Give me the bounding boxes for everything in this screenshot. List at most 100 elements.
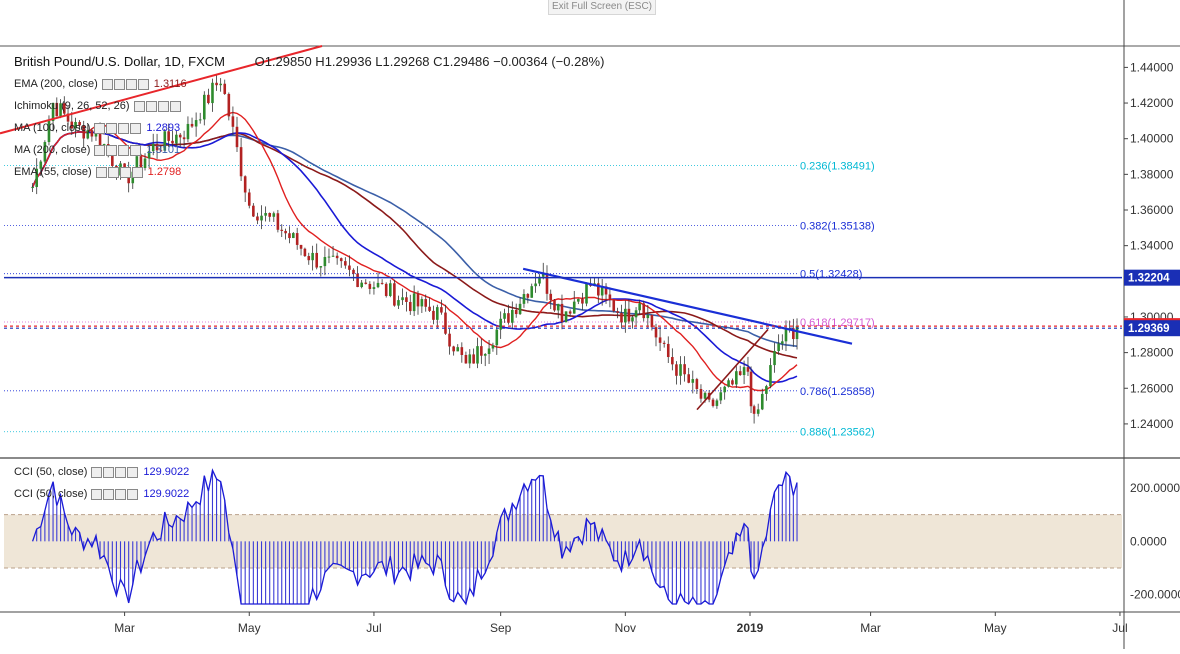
candle-body	[292, 233, 295, 239]
indicator-name: Ichimoku (9, 26, 52, 26)	[14, 100, 130, 112]
plus-icon[interactable]	[118, 122, 130, 134]
eye-icon[interactable]	[91, 466, 103, 478]
candle-body	[781, 341, 784, 344]
candle-body	[687, 374, 690, 383]
cci-line	[31, 468, 798, 606]
exit-fullscreen-button[interactable]: Exit Full Screen (ESC)	[548, 0, 656, 15]
eye-icon[interactable]	[101, 78, 113, 90]
plus-icon[interactable]	[115, 466, 127, 478]
price-tick-label: 1.42000	[1130, 96, 1174, 110]
candle-body	[139, 156, 143, 169]
candle-body	[495, 329, 499, 346]
candle-body	[307, 256, 311, 261]
time-tick-label: Jul	[1112, 621, 1127, 635]
plus-icon[interactable]	[125, 78, 137, 90]
candle-body	[62, 103, 66, 114]
indicator-controls[interactable]	[94, 122, 142, 134]
candle-body	[483, 353, 487, 356]
candle-body	[339, 258, 343, 262]
candle-body	[135, 156, 139, 172]
oscillator-controls[interactable]	[91, 466, 139, 478]
eye-icon[interactable]	[94, 122, 106, 134]
gear-icon[interactable]	[145, 100, 157, 112]
candle-body	[143, 158, 147, 169]
close-icon[interactable]	[130, 144, 142, 156]
candle-body	[303, 248, 307, 257]
candle-body	[679, 364, 682, 376]
indicator-controls[interactable]	[94, 144, 142, 156]
candle-body	[171, 140, 174, 144]
candle-body	[671, 357, 674, 365]
indicator-legend-item[interactable]: MA (100, close) 1.2893	[14, 122, 180, 134]
candle-body	[323, 257, 327, 267]
close-icon[interactable]	[127, 488, 139, 500]
candle-body	[288, 233, 291, 239]
indicator-name: MA (100, close)	[14, 122, 91, 134]
eye-icon[interactable]	[133, 100, 145, 112]
candle-body	[514, 309, 518, 315]
close-icon[interactable]	[169, 100, 181, 112]
candle-body	[792, 328, 795, 340]
candle-body	[344, 261, 347, 266]
indicator-legend-item[interactable]: EMA (200, close) 1.3116	[14, 78, 187, 90]
close-icon[interactable]	[131, 166, 143, 178]
gear-icon[interactable]	[113, 78, 125, 90]
indicator-controls[interactable]	[101, 78, 150, 90]
plus-icon[interactable]	[119, 166, 131, 178]
close-icon[interactable]	[127, 466, 139, 478]
eye-icon[interactable]	[94, 144, 106, 156]
gear-icon[interactable]	[103, 466, 115, 478]
gear-icon[interactable]	[106, 144, 118, 156]
candle-body	[642, 303, 646, 319]
plus-icon[interactable]	[157, 100, 169, 112]
candle-body	[412, 293, 416, 312]
candle-body	[752, 406, 756, 414]
candle-body	[82, 125, 86, 139]
oscillator-legend-item[interactable]: CCI (50, close) 129.9022	[14, 466, 189, 478]
fib-label: 0.786(1.25858)	[800, 386, 875, 398]
ma200-line	[31, 130, 798, 347]
plus-icon[interactable]	[115, 488, 127, 500]
fib-label: 0.382(1.35138)	[800, 220, 875, 232]
plus-icon[interactable]	[118, 144, 130, 156]
candle-body	[612, 299, 616, 312]
candle-body	[123, 163, 126, 170]
fib-label: 0.886(1.23562)	[800, 427, 875, 439]
candle-body	[600, 286, 604, 296]
indicator-legend-item[interactable]: MA (200, close) 1.3101	[14, 144, 180, 156]
candle-body	[239, 147, 243, 177]
indicator-legend-item[interactable]: Ichimoku (9, 26, 52, 26)	[14, 100, 186, 112]
candle-body	[499, 318, 502, 330]
gear-icon[interactable]	[107, 166, 119, 178]
close-icon[interactable]	[137, 78, 149, 90]
gear-icon[interactable]	[103, 488, 115, 500]
time-tick-label: Mar	[860, 621, 881, 635]
fib-label: 0.5(1.32428)	[800, 269, 862, 281]
oscillator-controls[interactable]	[91, 488, 139, 500]
candle-body	[393, 283, 396, 306]
candle-body	[47, 121, 51, 143]
price-tag-label: 1.32204	[1128, 273, 1170, 285]
candle-body	[235, 126, 239, 148]
eye-icon[interactable]	[91, 488, 103, 500]
gear-icon[interactable]	[106, 122, 118, 134]
osc-tick-label: -200.0000	[1130, 588, 1180, 602]
candle-body	[405, 297, 408, 302]
indicator-legend-item[interactable]: EMA (55, close) 1.2798	[14, 166, 181, 178]
candle-body	[572, 301, 576, 314]
candle-body	[511, 309, 514, 323]
candle-body	[518, 303, 522, 315]
eye-icon[interactable]	[95, 166, 107, 178]
close-icon[interactable]	[130, 122, 142, 134]
candle-body	[646, 314, 650, 319]
candle-body	[658, 337, 662, 343]
candle-body	[163, 131, 167, 151]
candle-body	[315, 252, 319, 268]
indicator-controls[interactable]	[133, 100, 182, 112]
oscillator-legend-item[interactable]: CCI (50, close) 129.9022	[14, 488, 189, 500]
indicator-controls[interactable]	[95, 166, 144, 178]
candle-body	[243, 176, 247, 193]
candle-body	[352, 269, 355, 274]
